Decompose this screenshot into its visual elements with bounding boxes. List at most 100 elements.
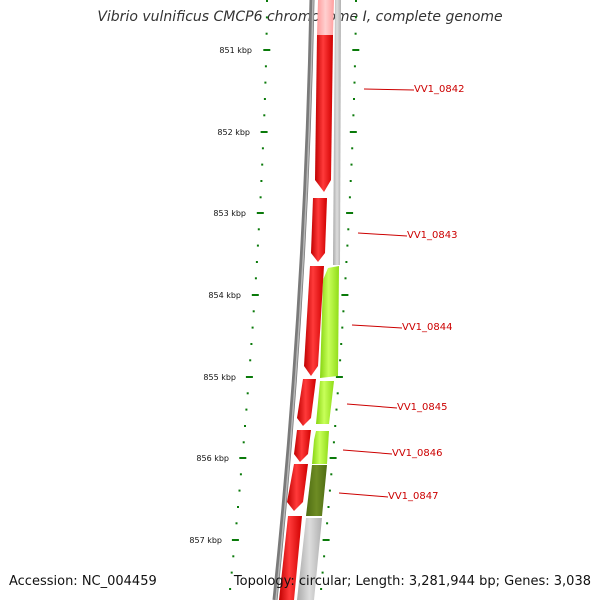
leader-line-vv1-0845 <box>346 403 398 409</box>
gene-arrow-bottom-grey <box>297 518 322 600</box>
outer-ruler-minor-tick <box>327 506 330 508</box>
inner-ruler-minor-tick <box>249 359 252 362</box>
outer-ruler-minor-tick <box>353 65 356 68</box>
inner-ruler-major-tick <box>245 376 253 378</box>
inner-ruler-minor-tick <box>250 343 253 345</box>
inner-ruler-minor-tick <box>257 228 260 231</box>
outer-ruler-minor-tick <box>348 196 351 199</box>
gene-arrow-forward-6[interactable] <box>287 464 308 511</box>
gene-arrow-vv1-0847[interactable] <box>306 465 327 516</box>
gene-label-vv1-0844[interactable]: VV1_0844 <box>402 322 453 333</box>
inner-ruler-major-tick <box>231 539 239 541</box>
outer-ruler-major-tick <box>349 131 357 133</box>
gene-labels: VV1_0842 VV1_0843 VV1_0844 VV1_0845 VV1_… <box>338 84 465 502</box>
inner-ruler-minor-tick <box>230 571 233 574</box>
inner-ruler-major-tick <box>263 49 271 51</box>
inner-ruler-minor-tick <box>252 310 255 313</box>
leader-line-vv1-0844 <box>351 324 403 329</box>
outer-ruler-minor-tick <box>335 408 338 411</box>
inner-ruler-minor-tick <box>242 441 245 444</box>
inner-ruler-minor-tick <box>265 32 268 35</box>
inner-ruler-minor-tick <box>246 392 249 395</box>
inner-ruler-minor-tick <box>229 588 232 590</box>
ruler-label-857: 857 kbp <box>189 536 222 545</box>
gene-arrow-forward-7[interactable] <box>279 516 302 600</box>
gene-arrow-vv1-0844[interactable] <box>320 266 339 378</box>
forward-strand-track <box>279 0 334 600</box>
gene-label-vv1-0845[interactable]: VV1_0845 <box>397 402 448 413</box>
outer-ruler-major-tick <box>322 539 330 541</box>
inner-ruler-minor-tick <box>256 244 259 247</box>
ruler-ticks <box>229 0 360 590</box>
gene-arrow-forward-3[interactable] <box>304 266 324 376</box>
outer-ruler-minor-tick <box>339 359 342 362</box>
ruler-labels: 851 kbp 852 kbp 853 kbp 854 kbp 855 kbp … <box>189 46 252 545</box>
inner-ruler-minor-tick <box>265 16 268 19</box>
gene-label-vv1-0846[interactable]: VV1_0846 <box>392 448 443 459</box>
inner-ruler-minor-tick <box>264 65 267 68</box>
outer-ruler-minor-tick <box>355 0 357 2</box>
outer-ruler-minor-tick <box>334 425 337 427</box>
inner-ruler-minor-tick <box>261 163 264 166</box>
outer-ruler-minor-tick <box>328 489 331 492</box>
outer-ruler-minor-tick <box>346 244 349 247</box>
inner-ruler-minor-tick <box>245 408 248 411</box>
outer-ruler-minor-tick <box>321 571 324 574</box>
outer-ruler-minor-tick <box>340 343 343 345</box>
gene-arrow-vv1-0842[interactable] <box>315 35 333 192</box>
outer-ruler-major-tick <box>335 376 343 378</box>
leader-line-vv1-0847 <box>338 492 389 498</box>
outer-ruler-minor-tick <box>350 163 353 166</box>
gene-arrow-vv1-0846[interactable] <box>312 431 329 464</box>
outer-ruler-minor-tick <box>354 16 357 19</box>
outer-ruler-minor-tick <box>320 588 323 590</box>
inner-ruler-major-tick <box>239 457 247 459</box>
inner-ruler-major-tick <box>251 294 259 296</box>
ruler-label-851: 851 kbp <box>219 46 252 55</box>
gene-arrow-top-pink <box>317 0 334 35</box>
ruler-label-853: 853 kbp <box>213 209 246 218</box>
chromosome-backbone <box>272 0 315 600</box>
inner-ruler-minor-tick <box>263 114 266 117</box>
outer-ruler-minor-tick <box>352 114 355 117</box>
outer-ruler-minor-tick <box>354 32 357 35</box>
gene-arrow-vv1-0843[interactable] <box>311 198 327 262</box>
inner-ruler-minor-tick <box>264 81 267 84</box>
inner-ruler-minor-tick <box>238 489 241 492</box>
outer-ruler-major-tick <box>346 212 354 214</box>
gene-label-vv1-0843[interactable]: VV1_0843 <box>407 230 458 241</box>
gene-arrow-forward-4[interactable] <box>297 379 316 426</box>
map-title: Vibrio vulnificus CMCP6 chromosome I, co… <box>97 9 503 25</box>
gene-label-vv1-0842[interactable]: VV1_0842 <box>414 84 465 95</box>
outer-ruler-minor-tick <box>336 392 339 395</box>
leader-line-vv1-0846 <box>342 449 393 455</box>
outer-ruler-minor-tick <box>332 441 335 444</box>
outer-ruler-major-tick <box>352 49 360 51</box>
outer-ruler-minor-tick <box>351 147 354 150</box>
gene-label-vv1-0847[interactable]: VV1_0847 <box>388 491 439 502</box>
gene-arrow-top-grey <box>333 0 341 265</box>
inner-ruler-minor-tick <box>259 196 262 199</box>
outer-ruler-minor-tick <box>330 473 333 476</box>
ruler-label-856: 856 kbp <box>196 454 229 463</box>
ruler-label-855: 855 kbp <box>203 373 236 382</box>
inner-ruler-minor-tick <box>263 98 266 100</box>
inner-ruler-major-tick <box>256 212 264 214</box>
outer-ruler-minor-tick <box>323 555 326 558</box>
outer-ruler-major-tick <box>341 294 349 296</box>
inner-ruler-minor-tick <box>251 326 254 329</box>
outer-ruler-minor-tick <box>345 261 348 263</box>
inner-ruler-minor-tick <box>235 522 238 525</box>
outer-ruler-minor-tick <box>341 326 344 329</box>
accession-text: Accession: NC_004459 <box>9 574 157 589</box>
ruler-label-854: 854 kbp <box>208 291 241 300</box>
gene-arrow-vv1-0845[interactable] <box>316 381 334 424</box>
gene-arrow-forward-5[interactable] <box>294 430 311 462</box>
leader-line-vv1-0843 <box>357 232 408 237</box>
inner-ruler-minor-tick <box>261 147 264 150</box>
topology-text: Topology: circular; Length: 3,281,944 bp… <box>233 574 591 589</box>
outer-ruler-minor-tick <box>347 228 350 231</box>
inner-ruler-minor-tick <box>254 277 257 280</box>
